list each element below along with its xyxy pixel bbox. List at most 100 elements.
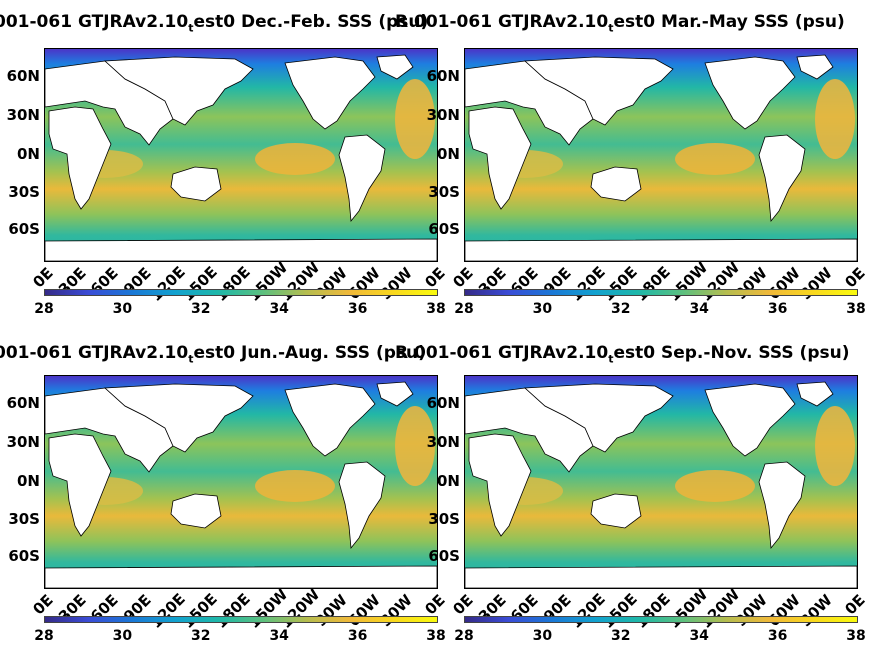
landmass xyxy=(796,54,834,80)
lat-tick-label: 0N xyxy=(437,472,460,490)
high-salinity-region xyxy=(255,143,335,175)
colorbar-tick-label: 34 xyxy=(689,628,709,644)
panel-title: R 001-061 GTJRAv2.10test0 Sep.-Nov. SSS … xyxy=(395,343,850,366)
lat-tick-label: 0N xyxy=(17,145,40,163)
colorbar-tick-label: 36 xyxy=(347,628,368,644)
landmass xyxy=(468,106,532,210)
lon-tick-label: 120E xyxy=(146,589,189,633)
lat-tick-label: 60N xyxy=(426,67,460,85)
map-plot xyxy=(44,48,438,262)
lat-tick-label: 0N xyxy=(437,145,460,163)
lon-tick-label: 30E xyxy=(474,264,510,299)
landmass xyxy=(104,383,254,453)
landmass xyxy=(524,56,674,126)
landmass xyxy=(758,134,806,223)
landmass xyxy=(45,238,437,261)
sss-field xyxy=(45,376,437,588)
map-plot xyxy=(44,375,438,589)
lon-tick-label: 60E xyxy=(507,264,543,299)
lat-tick-label: 0N xyxy=(17,472,40,490)
lon-tick-label: 60W xyxy=(344,264,384,304)
high-salinity-region xyxy=(395,79,435,159)
colorbar xyxy=(44,616,438,623)
lon-tick-label: 150W xyxy=(664,258,711,306)
colorbar-tick-label: 38 xyxy=(846,628,866,644)
lat-tick-label: 30N xyxy=(426,433,460,451)
colorbar-tick-label: 30 xyxy=(112,628,133,644)
landmass xyxy=(48,106,112,210)
map-plot xyxy=(464,48,858,262)
colorbar-tick-label: 28 xyxy=(454,301,474,317)
landmass xyxy=(170,493,222,529)
colorbar-tick-label: 30 xyxy=(532,301,553,317)
lon-tick-label: 0E xyxy=(29,591,57,619)
lon-tick-label: 60W xyxy=(764,264,804,304)
landmass xyxy=(468,433,532,537)
landmass xyxy=(465,565,857,588)
landmass xyxy=(284,56,376,130)
lon-tick-label: 180E xyxy=(211,262,254,306)
lon-tick-label: 30E xyxy=(474,591,510,626)
high-salinity-region xyxy=(395,406,435,486)
high-salinity-region xyxy=(815,406,855,486)
sss-field xyxy=(45,49,437,261)
lon-tick-label: 60E xyxy=(87,264,123,299)
colorbar-tick-label: 34 xyxy=(689,301,709,317)
high-salinity-region xyxy=(675,143,755,175)
lon-tick-label: 30E xyxy=(54,264,90,299)
lat-tick-label: 30S xyxy=(8,183,40,201)
lon-tick-label: 30W xyxy=(796,264,837,304)
colorbar xyxy=(464,616,858,623)
colorbar-tick-label: 30 xyxy=(532,628,553,644)
panel-title: R 001-061 GTJRAv2.10test0 Dec.-Feb. SSS … xyxy=(0,12,429,35)
map-plot xyxy=(464,375,858,589)
lat-tick-label: 60N xyxy=(6,394,40,412)
landmass xyxy=(376,381,414,407)
colorbar-tick-label: 36 xyxy=(347,301,368,317)
high-salinity-region xyxy=(675,470,755,502)
colorbar-tick-label: 38 xyxy=(426,301,446,317)
lon-tick-label: 120E xyxy=(566,262,609,306)
colorbar-tick-label: 28 xyxy=(454,628,474,644)
lon-tick-label: 180E xyxy=(631,262,674,306)
landmass xyxy=(45,565,437,588)
lon-tick-label: 150E xyxy=(179,262,222,306)
lat-tick-label: 60N xyxy=(426,394,460,412)
colorbar-tick-label: 36 xyxy=(767,628,788,644)
panel-title: R 001-061 GTJRAv2.10test0 Mar.-May SSS (… xyxy=(395,12,845,35)
lat-tick-label: 30N xyxy=(6,106,40,124)
lon-tick-label: 120E xyxy=(146,262,189,306)
landmass xyxy=(284,383,376,457)
landmass xyxy=(796,381,834,407)
landmass xyxy=(758,461,806,550)
lon-tick-label: 150E xyxy=(179,589,222,633)
lon-tick-label: 150W xyxy=(664,585,711,633)
colorbar-tick-label: 30 xyxy=(112,301,133,317)
landmass xyxy=(465,238,857,261)
lat-tick-label: 30S xyxy=(428,510,460,528)
lon-tick-label: 150E xyxy=(599,262,642,306)
lon-tick-label: 0E xyxy=(841,591,869,619)
landmass xyxy=(104,56,254,126)
panel-title: R 001-061 GTJRAv2.10test0 Jun.-Aug. SSS … xyxy=(0,343,426,366)
landmass xyxy=(590,166,642,202)
lon-tick-label: 90E xyxy=(119,264,155,299)
lat-tick-label: 60S xyxy=(428,220,460,238)
colorbar-tick-label: 36 xyxy=(767,301,788,317)
landmass xyxy=(48,433,112,537)
lat-tick-label: 60S xyxy=(8,220,40,238)
sss-field xyxy=(465,49,857,261)
lat-tick-label: 30N xyxy=(426,106,460,124)
lat-tick-label: 30S xyxy=(428,183,460,201)
lon-tick-label: 60E xyxy=(507,591,543,626)
lat-tick-label: 60N xyxy=(6,67,40,85)
lon-tick-label: 150W xyxy=(244,258,291,306)
colorbar-tick-label: 38 xyxy=(426,628,446,644)
lat-tick-label: 60S xyxy=(428,547,460,565)
lat-tick-label: 30S xyxy=(8,510,40,528)
lon-tick-label: 120E xyxy=(566,589,609,633)
lon-tick-label: 0E xyxy=(29,264,57,292)
lon-tick-label: 90E xyxy=(539,264,575,299)
colorbar-tick-label: 28 xyxy=(34,301,54,317)
colorbar-tick-label: 32 xyxy=(191,301,211,317)
